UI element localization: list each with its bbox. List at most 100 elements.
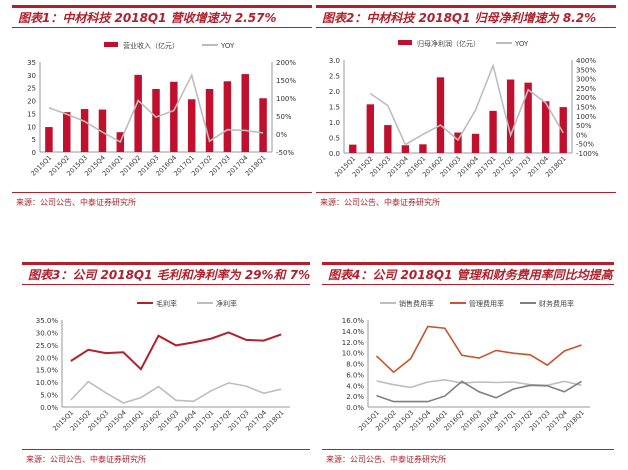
y-tick-label: 10 [27, 123, 36, 131]
series-line [376, 380, 582, 403]
y-right-tick-label: 350% [576, 66, 596, 74]
legend-label: YOY [220, 42, 235, 50]
legend-label: YOY [514, 40, 529, 48]
y-right-tick-label: 200% [276, 59, 296, 67]
y-tick-label: 30 [27, 72, 36, 80]
y-tick-label: 0 [32, 149, 36, 157]
y-right-tick-label: 200% [576, 94, 596, 102]
series-line [48, 73, 264, 144]
bar [524, 82, 532, 153]
y-tick-label: 20 [27, 98, 36, 106]
divider [12, 27, 312, 28]
y-tick-label: 1.0 [329, 119, 340, 127]
legend-label: 财务费用率 [539, 299, 574, 308]
y-tick-label: 20.0% [36, 354, 59, 362]
legend-label: 净利率 [216, 299, 237, 308]
divider [22, 449, 310, 450]
y-tick-label: 8.0% [346, 361, 364, 369]
source-note: 来源：公司公告、中泰证券研究所 [326, 455, 446, 464]
y-right-tick-label: -100% [576, 150, 599, 158]
chart-panel-4: 图表4：公司 2018Q1 管理和财务费用率同比均提高 0.0% 2.0% 4.0%… [322, 257, 614, 470]
legend-label: 管理费用率 [469, 299, 504, 308]
bar [419, 144, 427, 153]
y-tick-label: 25 [27, 85, 36, 93]
series-line [70, 331, 282, 371]
y-right-tick-label: -50% [276, 149, 294, 157]
chart-panel-3: 图表3：公司 2018Q1 毛利和净利率为 29%和 7% 0.0% 5.0% 10… [22, 257, 310, 470]
y-right-tick-label: -50% [576, 141, 594, 149]
y-right-tick-label: 50% [276, 113, 292, 121]
chart-svg: 05101520253035-50%0%50%100%150%200%2015Q… [27, 41, 296, 178]
legend-swatch [398, 40, 412, 45]
legend-label: 归母净利润（亿元） [417, 39, 480, 48]
y-right-tick-label: 150% [276, 77, 296, 85]
y-tick-label: 35 [27, 59, 36, 67]
bar [241, 74, 249, 152]
y-tick-label: 4.0% [346, 382, 364, 390]
y-tick-label: 0.0% [40, 404, 58, 412]
title-bar [316, 5, 616, 8]
divider [322, 284, 614, 285]
divider [22, 284, 310, 285]
bar [366, 104, 374, 153]
title-bar [12, 5, 312, 8]
chart-title: 图表1：中材科技 2018Q1 营收增速为 2.57% [18, 11, 277, 25]
y-right-tick-label: 100% [576, 113, 596, 121]
divider [316, 27, 616, 28]
title-bar [22, 262, 310, 265]
series-line [70, 380, 282, 404]
y-tick-label: 10.0% [342, 350, 365, 358]
y-tick-label: 12.0% [342, 339, 365, 347]
bar [205, 89, 214, 152]
title-bar [322, 262, 614, 265]
bar [223, 81, 232, 152]
chart-title: 图表4：公司 2018Q1 管理和财务费用率同比均提高 [328, 268, 613, 282]
y-tick-label: 2.0% [346, 393, 364, 401]
y-tick-label: 15.0% [36, 367, 59, 375]
y-tick-label: 6.0% [346, 371, 364, 379]
bar [506, 79, 515, 153]
bar [384, 125, 392, 153]
bar [259, 98, 267, 152]
bar [134, 74, 142, 152]
chart-panel-2: 图表2：中材科技 2018Q1 归母净利增速为 8.2% 0.0 0.5 1.0 1.… [316, 0, 616, 213]
y-tick-label: 25.0% [36, 342, 59, 350]
divider [322, 449, 614, 450]
y-right-tick-label: 300% [576, 76, 596, 84]
legend-label: 毛利率 [156, 299, 177, 308]
y-right-tick-label: 250% [576, 85, 596, 93]
y-tick-label: 35.0% [36, 317, 59, 325]
bar [559, 107, 567, 153]
bar [349, 144, 357, 153]
y-tick-label: 14.0% [342, 328, 365, 336]
series-line [369, 62, 564, 146]
series-line [375, 325, 582, 374]
bar [454, 132, 462, 153]
bar [170, 81, 178, 152]
bar [401, 145, 410, 153]
bar [98, 109, 107, 152]
y-tick-label: 2.5 [329, 73, 340, 81]
chart-title: 图表3：公司 2018Q1 毛利和净利率为 29%和 7% [28, 268, 311, 282]
y-tick-label: 1.5 [329, 104, 340, 112]
bar [63, 112, 71, 152]
bar [489, 110, 497, 153]
bar [471, 133, 480, 153]
y-tick-label: 0.0% [346, 404, 364, 412]
y-tick-label: 15 [27, 110, 36, 118]
y-right-tick-label: 100% [276, 95, 296, 103]
y-tick-label: 30.0% [36, 329, 59, 337]
y-right-tick-label: 50% [576, 122, 592, 130]
y-tick-label: 0.0 [329, 150, 340, 158]
bar [187, 99, 196, 152]
chart-svg: 0.0% 2.0% 4.0% 6.0% 8.0% 10.0% 12.0% 14.0% 16.0%… [342, 299, 590, 433]
y-tick-label: 2.0 [329, 88, 340, 96]
bar [542, 101, 550, 153]
source-note: 来源：公司公告、中泰证券研究所 [16, 198, 136, 207]
y-tick-label: 16.0% [342, 317, 365, 325]
y-tick-label: 0.5 [329, 135, 340, 143]
legend-label: 营业收入（亿元） [123, 41, 179, 50]
y-tick-label: 10.0% [36, 379, 59, 387]
legend-swatch [104, 42, 118, 47]
y-right-tick-label: 150% [576, 104, 596, 112]
